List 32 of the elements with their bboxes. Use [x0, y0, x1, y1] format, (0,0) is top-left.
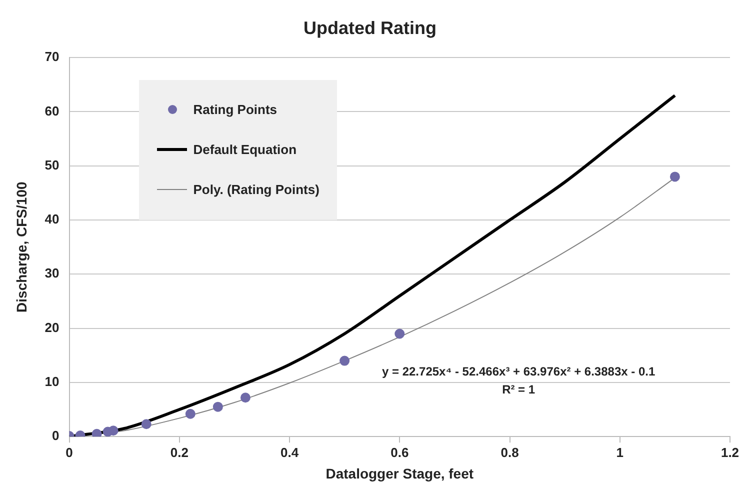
x-tick-label: 1.2	[720, 444, 740, 460]
point	[108, 426, 118, 436]
point	[394, 328, 405, 339]
y-tick-label: 60	[44, 103, 60, 118]
point	[141, 419, 152, 430]
chart-title: Updated Rating	[304, 18, 436, 38]
annotation: R² = 1	[502, 382, 536, 396]
legend-label: Poly. (Rating Points)	[193, 182, 320, 198]
x-tick-label: 0.2	[170, 444, 188, 460]
y-tick-label: 50	[44, 157, 60, 172]
point	[340, 356, 350, 366]
point	[92, 428, 102, 437]
x-tick-label: 1	[616, 444, 624, 460]
legend-label: Rating Points	[193, 102, 278, 118]
point	[670, 172, 680, 182]
point	[185, 408, 196, 419]
y-tick-label: 20	[44, 320, 60, 335]
annotation: y = 22.725x⁴ - 52.466x³ + 63.976x² + 6.3883x - 0.1	[382, 364, 656, 378]
x-tick-label: 0	[66, 444, 73, 460]
x-tick-label: 0.4	[280, 444, 300, 460]
y-tick-label: 10	[44, 374, 60, 390]
x-tick-label: 0.8	[500, 444, 519, 460]
y-tick-label: 0	[52, 428, 60, 444]
y-axis-title: Discharge, CFS/100	[13, 182, 30, 312]
legend-label: Default Equation	[193, 142, 297, 158]
point	[240, 392, 250, 403]
y-tick-label: 40	[44, 212, 60, 227]
x-tick-label: 0.6	[390, 444, 409, 460]
y-tick-label: 70	[44, 49, 60, 64]
y-tick-label: 30	[44, 266, 60, 281]
x-axis-title: Datalogger Stage, feet	[326, 465, 474, 482]
point	[212, 402, 223, 412]
